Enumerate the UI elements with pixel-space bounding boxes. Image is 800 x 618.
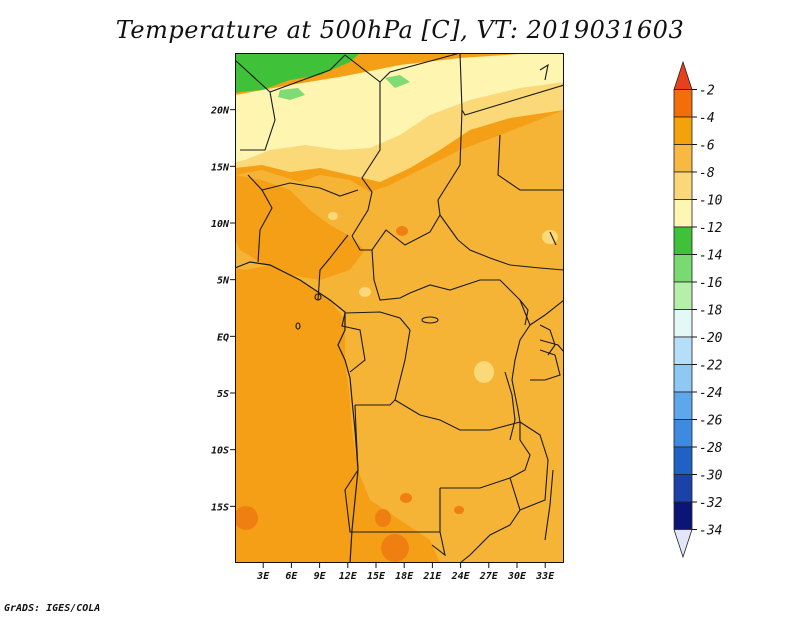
lat-tick-label: 15S <box>211 502 229 513</box>
warm-patch <box>381 534 409 562</box>
colorbar-swatch <box>673 419 693 448</box>
lakes <box>295 63 557 541</box>
colorbar-label: -30 <box>699 469 723 484</box>
colorbar-swatch <box>673 199 693 228</box>
lon-tick-label: 24E <box>451 571 471 582</box>
light-patch <box>359 287 371 297</box>
colorbar-label: -20 <box>699 331 723 346</box>
lat-tick-label: 10S <box>211 446 229 457</box>
colorbar-label: -16 <box>699 276 723 291</box>
colorbar-swatch <box>673 391 693 420</box>
grads-credit: GrADS: IGES/COLA <box>4 603 101 614</box>
colorbar-swatch <box>673 144 693 173</box>
colorbar-label: -28 <box>699 441 723 456</box>
lon-tick-label: 27E <box>479 571 499 582</box>
lon-tick-label: 18E <box>395 571 414 582</box>
lat-tick-label: 20N <box>210 106 230 117</box>
colorbar-swatch <box>673 171 693 200</box>
country-borders <box>235 53 564 563</box>
lon-tick-label: 21E <box>422 571 442 582</box>
warm-patch <box>396 226 408 236</box>
lon-tick-label: 6E <box>285 571 298 582</box>
lon-tick-label: 9E <box>314 571 327 582</box>
temperature-field <box>235 53 564 563</box>
warm-patch <box>454 506 464 514</box>
light-patch <box>474 361 494 383</box>
colorbar-label: -24 <box>699 386 722 401</box>
colorbar-label: -12 <box>699 221 723 236</box>
colorbar-swatch <box>673 226 693 255</box>
latitude-axis: 20N 15N 10N 5N EQ 5S 10S 15S <box>210 106 235 513</box>
colorbar-swatch <box>673 116 693 145</box>
green-light-field <box>385 75 410 88</box>
colorbar-label: -32 <box>699 496 723 511</box>
colorbar-label: -8 <box>699 166 715 181</box>
colorbar-label: -14 <box>699 249 722 264</box>
colorbar-swatch <box>673 529 693 559</box>
colorbar-label: -10 <box>699 194 723 209</box>
colorbar-swatch <box>673 281 693 310</box>
light-patch <box>328 212 338 220</box>
warm-patch <box>235 506 258 530</box>
colorbar-swatch <box>673 60 693 90</box>
lon-tick-label: 30E <box>507 571 527 582</box>
colorbar: -2 -4 -6 -8 -10 -12 -14 -16 -18 -20 -22 -24 -26 -28 -3… <box>673 60 723 559</box>
colorbar-swatch <box>673 501 693 530</box>
colorbar-label: -6 <box>699 139 715 154</box>
colorbar-swatch <box>673 364 693 393</box>
colorbar-label: -26 <box>699 414 723 429</box>
pale-field <box>235 53 564 162</box>
lat-tick-label: 5N <box>217 276 230 287</box>
warm-field <box>235 175 365 280</box>
lon-tick-label: 12E <box>339 571 358 582</box>
colorbar-swatch <box>673 89 693 118</box>
lon-tick-label: 15E <box>367 571 386 582</box>
green-light-field <box>278 88 305 100</box>
colorbar-label: -34 <box>699 524 722 539</box>
longitude-axis: 3E 6E 9E 12E 15E 18E 21E 24E 27E 30E 33E <box>256 563 555 582</box>
lon-tick-label: 33E <box>535 571 555 582</box>
warm-patch <box>375 509 391 527</box>
colorbar-swatch <box>673 254 693 283</box>
colorbar-label: -22 <box>699 359 723 374</box>
colorbar-label: -4 <box>699 111 715 126</box>
lat-tick-label: 5S <box>217 389 229 400</box>
coastline <box>235 261 359 563</box>
colorbar-label: -18 <box>699 304 723 319</box>
chart-title: Temperature at 500hPa [C], VT: 201903160… <box>115 16 685 44</box>
colorbar-swatch <box>673 474 693 503</box>
colorbar-swatch <box>673 336 693 365</box>
colorbar-label: -2 <box>699 84 715 99</box>
lat-tick-label: 10N <box>211 219 230 230</box>
green-field <box>235 53 360 93</box>
colorbar-swatch <box>673 446 693 475</box>
warm-patch <box>400 493 412 503</box>
lon-tick-label: 3E <box>256 571 270 582</box>
lat-tick-label: EQ <box>217 332 229 343</box>
colorbar-swatch <box>673 309 693 338</box>
lat-tick-label: 15N <box>211 162 230 173</box>
